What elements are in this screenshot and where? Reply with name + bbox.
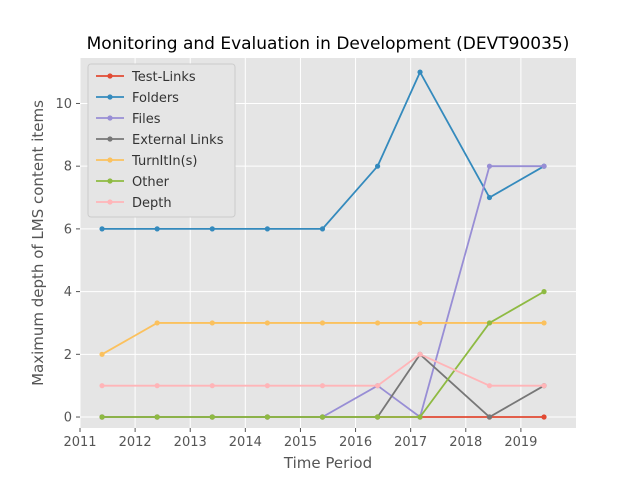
data-point [264,383,270,389]
data-point [319,414,326,420]
data-point [319,320,326,326]
data-point [417,69,423,75]
data-point [541,289,547,295]
legend-box [87,63,236,218]
data-point [154,383,160,389]
y-tick-label: 2 [64,348,72,363]
data-point [154,226,160,232]
data-point [99,383,105,389]
data-point [541,414,547,420]
series-group [99,69,547,420]
data-point [486,320,493,326]
y-tick-label: 4 [64,285,72,300]
x-tick-label: 2016 [339,435,372,450]
legend: Test-Links Folders Files External Links Turn… [87,63,236,218]
data-point [417,320,423,326]
series-4 [99,320,547,357]
data-point [154,414,160,420]
legend-label: Folders [132,91,179,106]
x-tick-label: 2019 [504,435,537,450]
legend-item: Test-Links [96,70,196,85]
legend-item: TurnItIn(s) [96,154,197,169]
legend-item: Depth [96,196,172,211]
y-axis-label: Maximum depth of LMS content items [29,100,47,386]
data-point [486,163,493,169]
data-point [209,383,215,389]
legend-label: Depth [132,196,172,211]
x-tick-label: 2014 [229,435,262,450]
legend-item: Folders [96,91,179,106]
series-5 [99,289,547,420]
legend-marker [107,73,113,79]
legend-marker [107,94,113,100]
data-point [319,383,326,389]
data-point [375,320,381,326]
data-point [486,383,493,389]
y-axis-ticks: 0 2 4 6 8 10 [55,97,80,426]
legend-label: Other [132,175,170,190]
data-point [99,414,105,420]
data-point [486,414,493,420]
data-point [417,351,423,357]
series-6 [99,351,547,389]
chart-title: Monitoring and Evaluation in Development… [87,34,570,54]
x-tick-label: 2012 [119,435,152,450]
y-tick-label: 0 [64,411,72,426]
x-tick-label: 2018 [449,435,482,450]
data-point [264,320,270,326]
x-tick-label: 2015 [284,435,317,450]
legend-marker [107,136,113,142]
y-tick-label: 8 [64,160,72,175]
data-point [99,226,105,232]
y-tick-label: 10 [55,97,72,112]
legend-item: External Links [96,133,224,148]
x-tick-label: 2011 [63,435,96,450]
data-point [99,351,105,357]
legend-label: Test-Links [131,70,196,85]
legend-marker [107,178,113,184]
legend-item: Files [96,112,161,127]
data-point [209,414,215,420]
legend-item: Other [96,175,170,190]
data-point [264,414,270,420]
data-point [541,383,547,389]
data-point [375,383,381,389]
legend-marker [107,115,113,121]
data-point [209,226,215,232]
data-point [375,163,381,169]
legend-label: Files [132,112,161,127]
data-point [486,194,493,201]
x-tick-label: 2017 [394,435,427,450]
data-point [541,163,547,169]
data-point [541,320,547,326]
data-point [209,320,215,326]
x-tick-label: 2013 [174,435,207,450]
legend-marker [107,199,113,205]
data-point [319,226,326,232]
x-axis-label: Time Period [283,454,372,472]
data-point [417,414,423,420]
data-point [154,320,160,326]
x-axis-ticks: 2011 2012 2013 2014 2015 2016 2017 2018 2019 [63,428,537,450]
legend-marker [107,157,113,163]
y-tick-label: 6 [64,222,72,237]
data-point [264,226,270,232]
data-point [375,414,381,420]
legend-label: TurnItIn(s) [131,154,197,169]
legend-label: External Links [132,133,224,148]
